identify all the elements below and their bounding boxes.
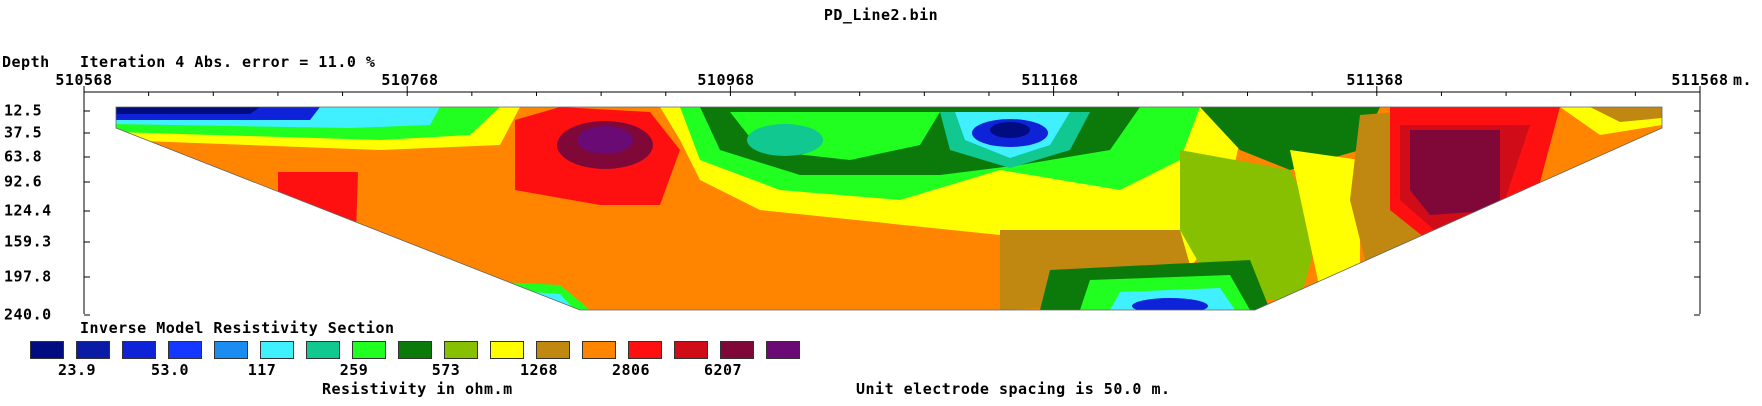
x-tick-label: 511568: [1671, 71, 1729, 89]
legend-swatch: [168, 341, 202, 359]
axes: [83, 86, 1701, 316]
legend-swatch: [536, 341, 570, 359]
y-tick-label: 197.8: [4, 267, 52, 286]
zone-left-darkblue: [116, 107, 260, 114]
y-tick-label: 124.4: [4, 201, 52, 220]
legend-value-label: 23.9: [57, 361, 97, 379]
legend-value-label: 259: [339, 361, 369, 379]
legend-swatch: [674, 341, 708, 359]
x-tick-label: 511368: [1346, 71, 1404, 89]
legend-value-label: 2806: [611, 361, 651, 379]
y-tick-label: 92.6: [4, 172, 43, 191]
legend-swatch: [628, 341, 662, 359]
x-tick-label: 511168: [1021, 71, 1079, 89]
x-tick-label: 510768: [381, 71, 439, 89]
legend-swatch: [720, 341, 754, 359]
electrode-spacing-label: Unit electrode spacing is 50.0 m.: [856, 380, 1171, 398]
y-tick-label: 37.5: [4, 123, 43, 142]
legend-value-label: 6207: [703, 361, 743, 379]
zone-right-core: [1410, 130, 1500, 215]
legend-swatch: [352, 341, 386, 359]
zone-right-shallow-2: [1590, 107, 1662, 122]
legend-swatch: [306, 341, 340, 359]
y-tick-label: 159.3: [4, 232, 52, 251]
legend-swatch: [260, 341, 294, 359]
legend-value-label: 573: [431, 361, 461, 379]
legend-value-label: 117: [247, 361, 277, 379]
x-tick-label: 510568: [55, 71, 113, 89]
legend-swatch: [582, 341, 616, 359]
depth-label: Depth: [2, 53, 50, 71]
zone-mid-teal: [747, 124, 823, 156]
section-fill: [116, 107, 1662, 310]
legend-value-label: 1268: [519, 361, 559, 379]
legend-swatch: [122, 341, 156, 359]
legend-swatch: [76, 341, 110, 359]
zone-right-green: [1200, 107, 1380, 170]
iteration-label: Iteration 4 Abs. error = 11.0 %: [80, 53, 376, 71]
y-tick-label: 240.0: [4, 305, 52, 324]
legend-value-label: 53.0: [150, 361, 190, 379]
plot-title: PD_Line2.bin: [823, 6, 939, 24]
zone-anomaly2-center: [990, 122, 1030, 138]
resistivity-unit-label: Resistivity in ohm.m: [322, 380, 513, 398]
x-unit-label: m.: [1733, 71, 1753, 89]
legend-swatch: [30, 341, 64, 359]
legend-swatch: [766, 341, 800, 359]
legend-title: Inverse Model Resistivity Section: [80, 319, 395, 337]
section-outline: [115, 106, 1663, 311]
x-tick-label: 510968: [697, 71, 755, 89]
zone-left-block: [278, 172, 358, 236]
y-tick-label: 12.5: [4, 101, 43, 120]
legend-swatch: [398, 341, 432, 359]
legend-swatch: [444, 341, 478, 359]
zone-anomaly1-core: [577, 126, 633, 154]
legend-swatch: [214, 341, 248, 359]
y-tick-label: 63.8: [4, 147, 43, 166]
legend-swatch: [490, 341, 524, 359]
zone-deep-core: [1132, 298, 1208, 310]
zone-right-yellow: [1290, 150, 1360, 290]
